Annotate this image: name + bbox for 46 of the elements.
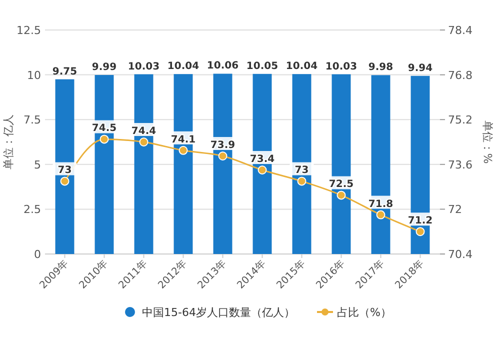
point xyxy=(60,176,70,186)
data-label: 10.03 xyxy=(128,61,160,72)
data-label: 10.04 xyxy=(167,61,200,72)
data-label: 10.03 xyxy=(325,61,358,72)
data-label: 9.94 xyxy=(408,62,433,74)
y2-tick-label: 70.4 xyxy=(448,248,472,261)
data-label: 10.05 xyxy=(246,60,278,72)
y-axis-title: 单位：亿人 xyxy=(2,114,15,170)
data-label: 10.04 xyxy=(286,61,318,72)
y2-tick-label: 75.2 xyxy=(448,114,472,127)
point xyxy=(100,134,109,144)
point xyxy=(178,146,188,155)
data-label: 72.5 xyxy=(328,179,354,190)
data-label: 74.1 xyxy=(170,134,196,146)
point xyxy=(376,210,386,220)
y-tick-label: 7.5 xyxy=(24,114,41,127)
y2-axis-title: 单位：% xyxy=(481,120,494,164)
y-tick-label: 5 xyxy=(34,158,41,172)
y-tick-label: 10 xyxy=(27,68,41,82)
legend-label: 中国15-64岁人口数量（亿人） xyxy=(142,306,295,319)
data-label: 71.2 xyxy=(408,216,433,227)
y2-tick-label: 73.6 xyxy=(448,158,472,172)
y2-tick-label: 78.4 xyxy=(448,24,472,37)
point xyxy=(297,176,306,186)
y-tick-label: 12.5 xyxy=(16,24,41,37)
data-label: 9.99 xyxy=(92,62,117,73)
data-label: 74.4 xyxy=(131,126,156,137)
y-tick-label: 2.5 xyxy=(24,203,41,216)
data-label: 71.8 xyxy=(368,198,394,210)
data-label: 73 xyxy=(58,165,72,176)
y2-tick-label: 72 xyxy=(448,203,462,216)
data-label: 74.5 xyxy=(92,123,117,134)
y2-tick-label: 76.8 xyxy=(448,68,472,82)
y-tick-label: 0 xyxy=(34,248,41,261)
data-label: 10.06 xyxy=(206,60,239,72)
point xyxy=(416,227,425,236)
legend-label: 占比（%） xyxy=(337,306,392,319)
point xyxy=(258,166,267,174)
data-label: 73.9 xyxy=(210,140,236,151)
point xyxy=(336,190,346,200)
point xyxy=(139,138,148,146)
data-label: 9.75 xyxy=(52,66,78,78)
point xyxy=(218,152,228,160)
data-label: 73.4 xyxy=(250,154,275,165)
data-label: 9.98 xyxy=(368,62,394,74)
data-label: 73 xyxy=(294,165,309,176)
